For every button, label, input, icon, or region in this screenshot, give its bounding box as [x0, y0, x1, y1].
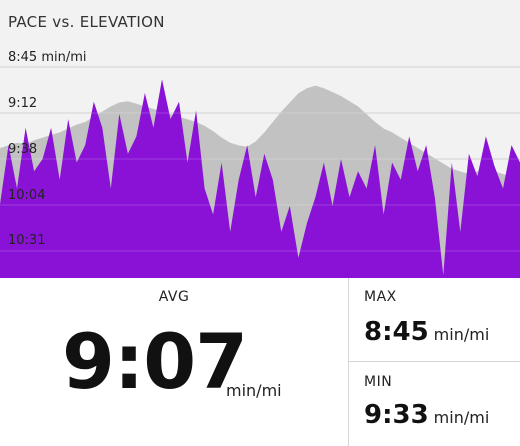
pace-elevation-chart: PACE vs. ELEVATION 8:45 min/mi 9:12 9:38…: [0, 0, 520, 278]
stats-divider: [348, 361, 520, 362]
y-tick-label: 10:04: [8, 188, 46, 203]
chart-canvas: [0, 66, 520, 278]
stats-divider: [348, 278, 349, 446]
max-value: 8:45: [364, 317, 429, 347]
min-label: MIN: [364, 374, 393, 390]
pace-stats: AVG 9:07 min/mi MAX 8:45 min/mi MIN 9:33 m…: [0, 278, 520, 446]
max-value-row: 8:45 min/mi: [364, 319, 489, 345]
pace-area: [0, 79, 520, 278]
min-unit: min/mi: [433, 408, 490, 427]
max-unit: min/mi: [433, 325, 490, 344]
avg-label: AVG: [158, 289, 190, 305]
y-tick-label: 8:45 min/mi: [8, 50, 87, 65]
y-tick-label: 9:12: [8, 96, 38, 111]
avg-value: 9:07: [62, 317, 248, 406]
min-value-row: 9:33 min/mi: [364, 402, 489, 428]
avg-unit: min/mi: [226, 381, 282, 400]
min-value: 9:33: [364, 400, 429, 430]
y-tick-label: 9:38: [8, 142, 38, 157]
y-tick-label: 10:31: [8, 233, 46, 248]
chart-title: PACE vs. ELEVATION: [8, 13, 165, 31]
max-label: MAX: [364, 289, 397, 305]
